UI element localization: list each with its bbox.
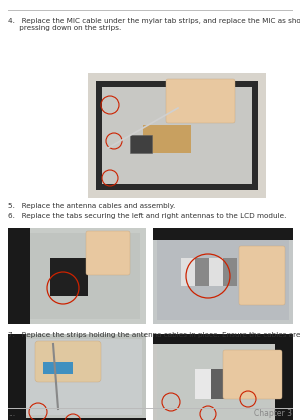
Bar	[102, 87, 252, 184]
FancyBboxPatch shape	[166, 79, 235, 123]
Bar	[153, 228, 293, 240]
Bar	[130, 135, 152, 153]
Bar	[211, 369, 227, 399]
Bar	[26, 339, 142, 415]
Bar	[8, 334, 146, 420]
Bar	[30, 233, 140, 319]
Bar	[209, 258, 223, 286]
FancyBboxPatch shape	[223, 350, 282, 399]
Bar	[8, 334, 26, 420]
Bar	[157, 240, 289, 320]
Text: 6.   Replace the tabs securing the left and right antennas to the LCD module.: 6. Replace the tabs securing the left an…	[8, 213, 286, 219]
Bar	[43, 362, 73, 374]
Bar	[181, 258, 195, 286]
Text: Chapter 3: Chapter 3	[254, 410, 292, 418]
Bar	[96, 81, 258, 190]
Bar	[195, 258, 209, 286]
Bar	[275, 334, 293, 420]
Bar	[50, 258, 88, 296]
Bar	[227, 369, 243, 399]
Bar	[8, 228, 146, 324]
FancyBboxPatch shape	[239, 246, 285, 305]
Text: 4.   Replace the MIC cable under the mylar tab strips, and replace the MIC as sh: 4. Replace the MIC cable under the mylar…	[8, 18, 300, 31]
Bar	[153, 334, 293, 420]
Bar	[223, 258, 237, 286]
Bar	[88, 73, 266, 198]
Text: ...: ...	[8, 410, 15, 418]
Bar	[153, 334, 293, 344]
FancyBboxPatch shape	[86, 231, 130, 275]
Text: 7.   Replace the strips holding the antenna cables in place. Ensure the cables a: 7. Replace the strips holding the antenn…	[8, 332, 300, 338]
Bar	[8, 228, 30, 324]
Bar	[8, 418, 146, 420]
FancyBboxPatch shape	[35, 341, 101, 382]
Bar	[157, 344, 271, 420]
Bar	[153, 228, 293, 324]
Bar	[143, 125, 191, 153]
Text: 5.   Replace the antenna cables and assembly.: 5. Replace the antenna cables and assemb…	[8, 203, 175, 209]
Bar	[195, 369, 211, 399]
